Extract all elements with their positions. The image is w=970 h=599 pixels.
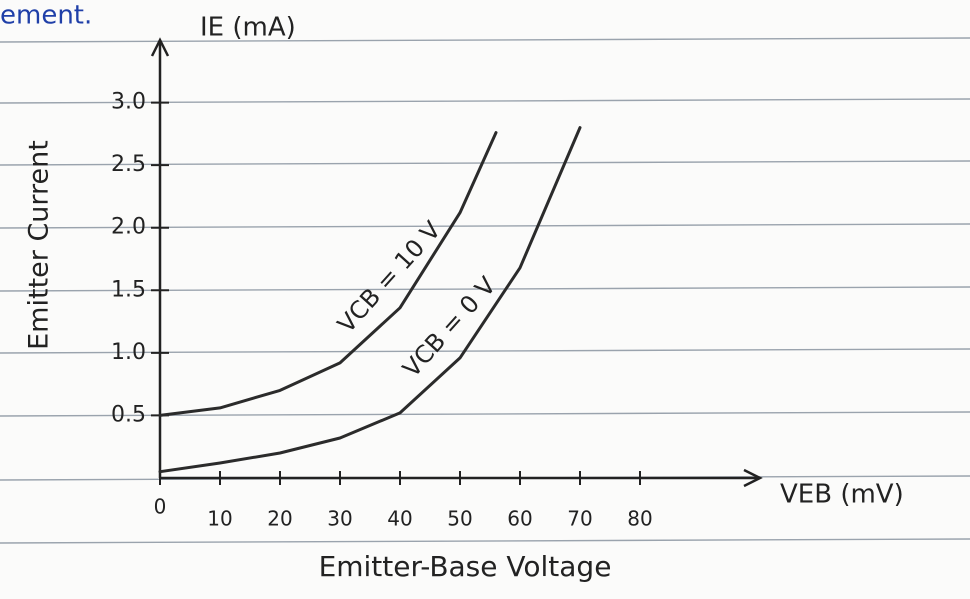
- series-label: VCB = 10 V: [332, 215, 447, 338]
- x-tick-label: 80: [627, 507, 652, 531]
- x-tick-label: 20: [267, 507, 292, 531]
- x-axis-end-label: VEB (mV): [780, 480, 904, 510]
- y-axis-end-label: IE (mA): [200, 13, 296, 43]
- paper-rule: [0, 38, 970, 42]
- y-tick-label: 1.5: [111, 277, 146, 302]
- y-tick-label: 3.0: [111, 90, 146, 115]
- y-tick-label: 2.5: [111, 152, 146, 177]
- chart: ement. Emitter-Base Voltage Emitter Curr…: [0, 0, 970, 595]
- paper-rule: [0, 539, 970, 543]
- x-tick-label: 0: [154, 495, 167, 519]
- x-axis-title: Emitter-Base Voltage: [319, 550, 612, 583]
- page-fragment: ement.: [0, 1, 92, 31]
- y-tick-label: 1.0: [111, 340, 146, 365]
- x-tick-label: 30: [327, 507, 352, 531]
- y-axis-title: Emitter Current: [24, 140, 55, 350]
- x-tick-label: 50: [447, 507, 472, 531]
- x-tick-label: 70: [567, 507, 592, 531]
- y-tick-label: 0.5: [111, 402, 146, 427]
- x-tick-label: 10: [207, 507, 232, 531]
- y-tick-label: 2.0: [111, 215, 146, 240]
- x-tick-label: 60: [507, 507, 532, 531]
- page: ement. Emitter-Base Voltage Emitter Curr…: [0, 0, 970, 595]
- x-tick-label: 40: [387, 507, 412, 531]
